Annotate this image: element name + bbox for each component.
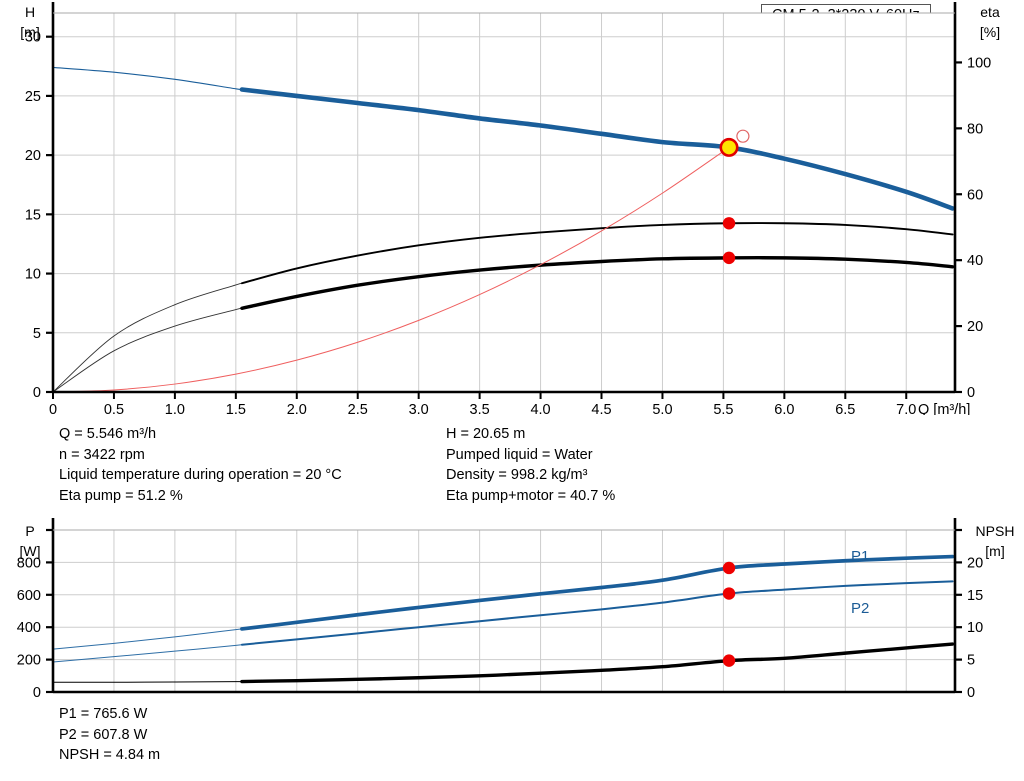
x-tick-label: 5.5: [713, 402, 733, 415]
bottom-info-line-2: NPSH = 4.84 m: [59, 747, 161, 764]
y-right-ticks: 0 5 10 15 20: [955, 528, 983, 701]
y-left-axis-title: P: [25, 523, 34, 539]
x-tick-label: 2.5: [348, 402, 368, 415]
top-info-left-line-2: Liquid temperature during operation = 20…: [59, 467, 342, 484]
operating-point-marker[interactable]: [722, 251, 736, 265]
top-info-right-line-1: Pumped liquid = Water: [446, 446, 593, 463]
y-left-tick-label: 25: [25, 89, 41, 105]
gridlines: [52, 530, 955, 692]
top-info-right-block: H = 20.65 m Pumped liquid = Water Density …: [446, 424, 615, 506]
top-info-left-line-3: Eta pump = 51.2 %: [59, 487, 183, 504]
power-npsh-chart: P1 P2 0 200 400 600 800 0 5 10 15 20 P [W] NPSH [m]: [17, 518, 1015, 701]
x-tick-label: 0: [49, 402, 57, 415]
x-tick-label: 7.0: [896, 402, 916, 415]
top-info-left-block: Q = 5.546 m³/h n = 3422 rpm Liquid tempera…: [59, 424, 342, 506]
plot-background: [53, 13, 955, 392]
y-left-tick-label: 15: [25, 207, 41, 223]
p2-curve-label: P2: [851, 600, 869, 617]
operating-point-marker[interactable]: [722, 561, 736, 575]
y-right-axis-unit: [%]: [980, 24, 1000, 40]
eta-pump-curve-thin: [52, 282, 244, 393]
y-left-axis-unit: [m]: [20, 24, 39, 40]
x-tick-label: 1.5: [226, 402, 246, 415]
axes: [51, 518, 957, 694]
p2-curve: [240, 580, 954, 646]
axis-titles: H [m] eta [%] Q [m³/h]: [20, 4, 1000, 415]
y-left-tick-label: 10: [25, 267, 41, 283]
y-left-axis-unit: [W]: [20, 543, 41, 559]
y-right-tick-label: 10: [967, 620, 983, 636]
duty-point-marker[interactable]: [719, 137, 739, 157]
y-left-tick-label: 0: [33, 385, 41, 401]
bottom-info-line-1: P2 = 607.8 W: [59, 726, 148, 743]
x-tick-label: 1.0: [165, 402, 185, 415]
x-axis-title: Q [m³/h]: [918, 402, 970, 415]
y-left-tick-label: 800: [17, 555, 41, 571]
y-right-tick-label: 15: [967, 588, 983, 604]
npsh-curve: [240, 642, 955, 684]
x-tick-label: 6.5: [835, 402, 855, 415]
x-tick-label: 2.0: [287, 402, 307, 415]
y-right-tick-label: 60: [967, 187, 983, 203]
y-left-tick-label: 30: [25, 30, 41, 46]
curves: [52, 66, 955, 393]
eta-pump-curve: [240, 222, 954, 285]
y-left-tick-label: 200: [17, 653, 41, 669]
eta-pump-motor-curve: [240, 256, 955, 310]
system-curve: [52, 146, 730, 393]
plot-background: [53, 530, 955, 692]
y-left-axis-title: H: [25, 4, 35, 20]
x-ticks: 0 0.5 1.0 1.5 2.0 2.5 3.0 3.5 4.0 4.5 5.0 5.5 6.0 6.5…: [49, 392, 916, 415]
x-tick-label: 5.0: [652, 402, 672, 415]
x-tick-label: 3.5: [470, 402, 490, 415]
bottom-info-line-0: P1 = 765.6 W: [59, 706, 148, 722]
y-right-axis-title: NPSH: [976, 523, 1015, 539]
y-right-tick-label: 20: [967, 555, 983, 571]
bottom-chart-group: P1 P2 0 200 400 600 800 0 5 10 15 20 P [W] NPSH [m]: [17, 518, 1015, 701]
p1-curve-label: P1: [851, 548, 869, 565]
top-info-right-line-0: H = 20.65 m: [446, 426, 526, 442]
y-left-tick-label: 5: [33, 326, 41, 342]
x-tick-label: 4.0: [530, 402, 550, 415]
p1-curve: [240, 554, 955, 631]
markers: [719, 129, 750, 265]
top-info-right-line-2: Density = 998.2 kg/m³: [446, 467, 588, 484]
y-left-tick-label: 20: [25, 148, 41, 164]
axis-titles: P [W] NPSH [m]: [20, 523, 1015, 559]
y-right-axis-title: eta: [980, 4, 1000, 20]
top-chart-group: 0 5 10 15 20 25 30 0 20 40 60 80 100 0 0.5 1.0 1.5 2.0 2.5…: [20, 2, 1000, 415]
curves: [52, 554, 955, 684]
operating-point-marker[interactable]: [722, 217, 736, 230]
y-left-ticks: 0 200 400 600 800: [17, 528, 53, 701]
y-right-tick-label: 0: [967, 685, 975, 701]
y-left-tick-label: 0: [33, 685, 41, 701]
y-left-ticks: 0 5 10 15 20 25 30: [25, 30, 53, 401]
y-right-tick-label: 80: [967, 121, 983, 137]
top-info-left-line-0: Q = 5.546 m³/h: [59, 426, 157, 442]
y-right-tick-label: 0: [967, 385, 975, 401]
y-right-tick-label: 20: [967, 319, 983, 335]
y-left-tick-label: 400: [17, 620, 41, 636]
y-right-tick-label: 5: [967, 653, 975, 669]
x-tick-label: 4.5: [591, 402, 611, 415]
y-right-ticks: 0 20 40 60 80 100: [955, 55, 991, 401]
top-info-right-line-3: Eta pump+motor = 40.7 %: [446, 487, 616, 504]
head-eta-chart: 0 5 10 15 20 25 30 0 20 40 60 80 100 0 0.5 1.0 1.5 2.0 2.5…: [20, 2, 1000, 415]
y-right-tick-label: 100: [967, 55, 991, 71]
head-curve: [239, 87, 955, 211]
x-tick-label: 6.0: [774, 402, 794, 415]
top-info-left-line-1: n = 3422 rpm: [59, 446, 145, 463]
x-tick-label: 0.5: [104, 402, 124, 415]
operating-point-marker[interactable]: [722, 654, 736, 667]
operating-point-marker[interactable]: [722, 587, 736, 600]
y-right-tick-label: 40: [967, 253, 983, 269]
duty-point-alt-marker[interactable]: [736, 129, 750, 143]
markers: [722, 561, 736, 667]
bottom-info-block: P1 = 765.6 W P2 = 607.8 W NPSH = 4.84 m: [59, 704, 160, 766]
y-left-tick-label: 600: [17, 588, 41, 604]
x-tick-label: 3.0: [409, 402, 429, 415]
y-right-axis-unit: [m]: [985, 543, 1004, 559]
gridlines: [52, 13, 955, 392]
